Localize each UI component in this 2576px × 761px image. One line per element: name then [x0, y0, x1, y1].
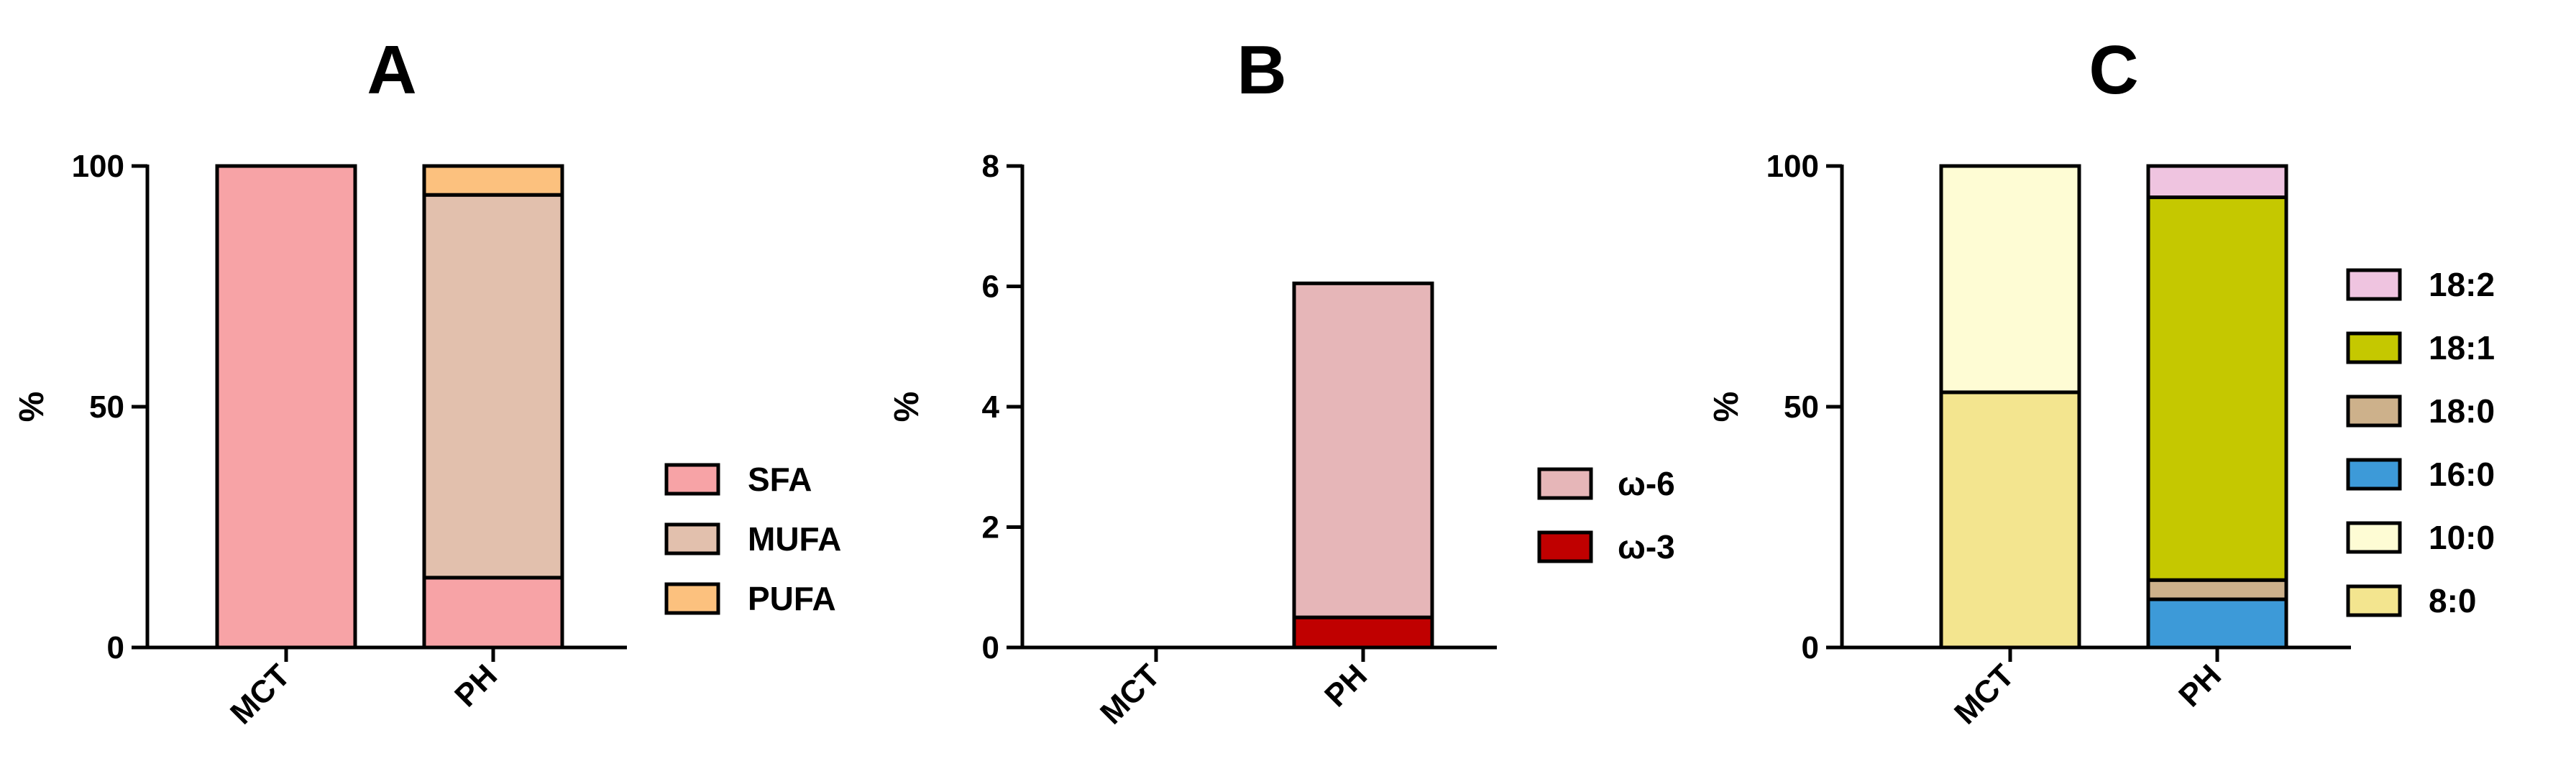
- legend-swatch: [2346, 331, 2402, 364]
- legend-swatch: [1537, 467, 1593, 500]
- y-tick-label: 0: [982, 630, 999, 665]
- y-axis-label: %: [888, 392, 926, 423]
- legend-swatch: [664, 582, 720, 615]
- y-tick-label: 4: [982, 389, 1000, 425]
- y-tick-label: 0: [107, 630, 124, 665]
- bar-segment: [2146, 578, 2288, 601]
- bar-segment: [422, 576, 564, 650]
- legend-swatch: [2346, 268, 2402, 301]
- x-tick-label: PH: [1318, 658, 1374, 714]
- y-axis-label: %: [13, 392, 51, 423]
- y-tick-label: 100: [1766, 149, 1819, 184]
- legend-swatch: [664, 463, 720, 496]
- legend-label: 18:0: [2429, 392, 2495, 430]
- bar-segment: [422, 164, 564, 197]
- legend-label: 16:0: [2429, 456, 2495, 493]
- legend-label: PUFA: [748, 580, 836, 617]
- y-tick-label: 2: [982, 510, 999, 545]
- bar-segment: [1939, 390, 2081, 650]
- panel-b: B 0 2 4 6 8% MCT PH ω-6 ω-3: [888, 32, 1675, 731]
- legend-swatch: [2346, 584, 2402, 617]
- x-tick-label: PH: [2172, 658, 2228, 714]
- legend-swatch: [1537, 530, 1593, 563]
- x-tick-label: PH: [448, 658, 504, 714]
- y-axis-label: %: [1708, 392, 1746, 423]
- y-tick-label: 100: [72, 149, 124, 184]
- bar-segment: [1939, 164, 2081, 395]
- legend-label: ω-3: [1618, 528, 1675, 566]
- legend-swatch: [2346, 458, 2402, 491]
- legend-label: ω-6: [1618, 465, 1675, 502]
- y-tick-label: 50: [1784, 389, 1819, 425]
- x-tick-label: MCT: [224, 658, 297, 731]
- legend-swatch: [2346, 395, 2402, 428]
- legend-label: 18:1: [2429, 329, 2495, 366]
- chart-title: C: [2089, 32, 2138, 109]
- y-tick-label: 0: [1802, 630, 1819, 665]
- legend-swatch: [2346, 521, 2402, 554]
- x-tick-label: MCT: [1094, 658, 1167, 731]
- panel-c: C 0 50 100% MCT PH 18:2 18:1 18:0 16:0 10:0 8:0: [1708, 32, 2495, 731]
- legend-swatch: [664, 522, 720, 555]
- chart-title: B: [1237, 32, 1286, 109]
- bar-segment: [215, 164, 357, 650]
- panel-a: A 0 50 100% MCT PH SFA MUFA PUFA: [13, 32, 841, 731]
- legend-label: MUFA: [748, 520, 841, 558]
- bar-segment: [2146, 164, 2288, 200]
- x-tick-label: MCT: [1948, 658, 2021, 731]
- y-tick-label: 50: [89, 389, 124, 425]
- legend-label: 18:2: [2429, 266, 2495, 303]
- y-tick-label: 8: [982, 149, 999, 184]
- bar-segment: [422, 193, 564, 580]
- chart-title: A: [367, 32, 416, 109]
- legend-label: 8:0: [2429, 582, 2476, 619]
- bar-segment: [2146, 195, 2288, 582]
- legend-label: SFA: [748, 461, 812, 498]
- bar-segment: [1292, 615, 1434, 650]
- bar-segment: [2146, 597, 2288, 650]
- bar-segment: [1292, 281, 1434, 619]
- y-tick-label: 6: [982, 269, 999, 305]
- legend-label: 10:0: [2429, 519, 2495, 556]
